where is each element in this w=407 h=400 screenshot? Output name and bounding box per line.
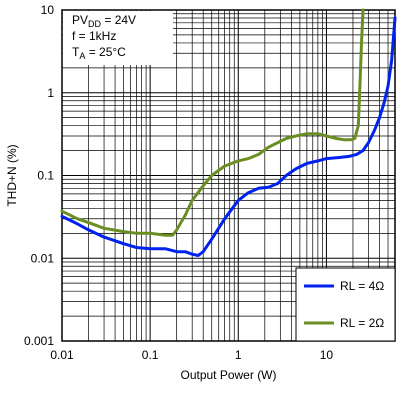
- y-axis-title: THD+N (%): [5, 144, 19, 206]
- legend-label-rl-2ohm: RL = 2Ω: [340, 316, 384, 330]
- plot-frame: [61, 9, 396, 342]
- condition-ambient-temp: TA = 25°C: [72, 45, 126, 61]
- legend-box: [295, 267, 396, 342]
- y-tick-label: 0.1: [37, 169, 54, 183]
- condition-pvdd: PVDD = 24V: [72, 13, 136, 29]
- pvdd-value: = 24V: [101, 13, 136, 27]
- y-tick-label: 10: [41, 3, 55, 17]
- x-tick-label: 0.1: [142, 348, 159, 362]
- x-tick-label: 0.01: [50, 348, 74, 362]
- series-line-rl-4ohm: [60, 16, 397, 257]
- ta-value: = 25°C: [85, 45, 126, 59]
- y-tick-label: 1: [47, 86, 54, 100]
- series-group: [60, 8, 397, 257]
- y-tick-label: 0.001: [24, 334, 54, 348]
- pvdd-prefix: PV: [72, 13, 88, 27]
- legend: RL = 4Ω RL = 2Ω: [295, 267, 396, 342]
- pvdd-subscript: DD: [88, 19, 101, 29]
- legend-label-rl-4ohm: RL = 4Ω: [340, 279, 384, 293]
- conditions-box: [63, 11, 173, 65]
- x-axis-title: Output Power (W): [180, 368, 276, 382]
- y-tick-label: 0.01: [31, 251, 55, 265]
- series-line-rl-2ohm: [60, 8, 365, 237]
- ta-subscript: A: [79, 51, 85, 61]
- x-tick-label: 10: [320, 348, 334, 362]
- condition-frequency: f = 1kHz: [72, 29, 116, 43]
- x-tick-label: 1: [235, 348, 242, 362]
- ta-prefix: T: [72, 45, 80, 59]
